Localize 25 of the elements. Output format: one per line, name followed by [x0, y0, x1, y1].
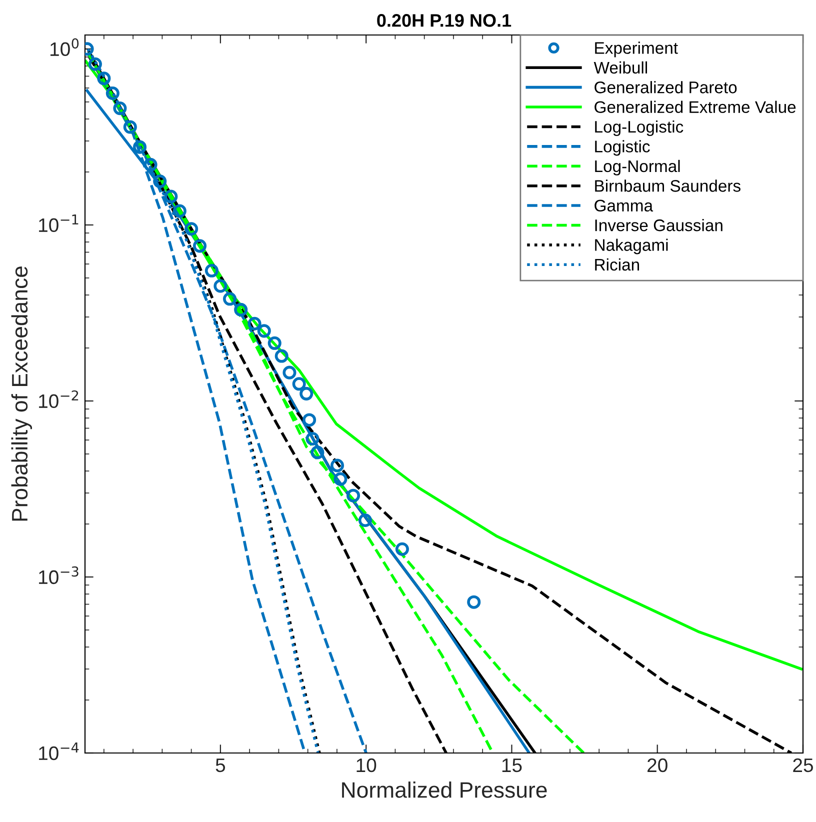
x-tick-label: 5: [216, 758, 226, 772]
legend-label: Log-Logistic: [595, 120, 684, 136]
y-axis-title: Probability of Exceedance: [11, 266, 32, 521]
legend-label: Birnbaum Saunders: [595, 180, 740, 192]
y-tick-label: 10$^{−3}$: [39, 566, 78, 584]
legend-label: Generalized Extreme Value: [594, 100, 796, 114]
legend-label: Weibull: [594, 61, 648, 74]
legend-label: Experiment: [595, 42, 678, 58]
chart-title: 0.20H P.19 NO.1: [377, 14, 512, 27]
y-tick-label: 10$^{0}$: [50, 38, 79, 56]
y-tick-label: 10$^{−1}$: [39, 214, 78, 232]
legend-label: Generalized Pareto: [594, 81, 737, 94]
legend-label: Log-Normal: [595, 160, 680, 176]
legend-label: Gamma: [594, 200, 654, 212]
x-tick-label: 15: [502, 758, 522, 772]
x-tick-label: 25: [793, 758, 813, 772]
x-tick-label: 20: [648, 758, 668, 772]
legend-label: Logistic: [595, 140, 650, 156]
x-tick-label: 10: [356, 758, 376, 772]
legend-label: Nakagami: [595, 238, 668, 254]
y-tick-label: 10$^{−2}$: [39, 390, 78, 408]
legend-label: Inverse Gaussian: [595, 218, 722, 232]
y-tick-label: 10$^{−4}$: [39, 742, 79, 760]
x-axis-title: Normalized Pressure: [342, 782, 547, 798]
legend-label: Rician: [595, 258, 639, 271]
